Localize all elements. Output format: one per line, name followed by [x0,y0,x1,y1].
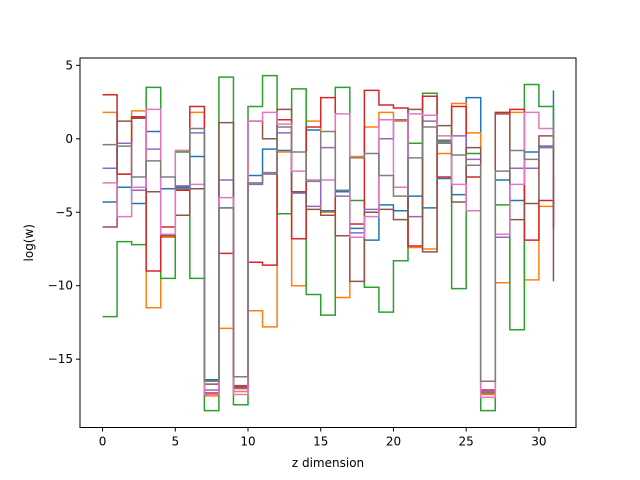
axes-frame [79,57,577,428]
series-layer [102,74,555,412]
y-tick-label: −15 [48,352,73,366]
y-tick-label: 5 [65,58,73,72]
series-line-5 [102,118,555,393]
x-axis-label: z dimension [292,456,364,470]
x-tick-label: 5 [171,435,179,449]
y-tick-label: −10 [48,279,73,293]
y-axis-label: log(w) [22,224,36,261]
y-tick-label: −5 [55,205,73,219]
x-tick-label: 10 [240,435,255,449]
x-tick-label: 30 [531,435,546,449]
y-axis: 5 0 −5 −10 −15 [48,58,80,366]
series-line-8 [102,119,555,382]
x-tick-label: 25 [459,435,474,449]
y-tick-label: 0 [65,132,73,146]
x-tick-label: 0 [99,435,107,449]
x-axis: 0 5 10 15 20 25 30 [99,427,547,449]
x-tick-label: 20 [386,435,401,449]
x-tick-label: 15 [313,435,328,449]
